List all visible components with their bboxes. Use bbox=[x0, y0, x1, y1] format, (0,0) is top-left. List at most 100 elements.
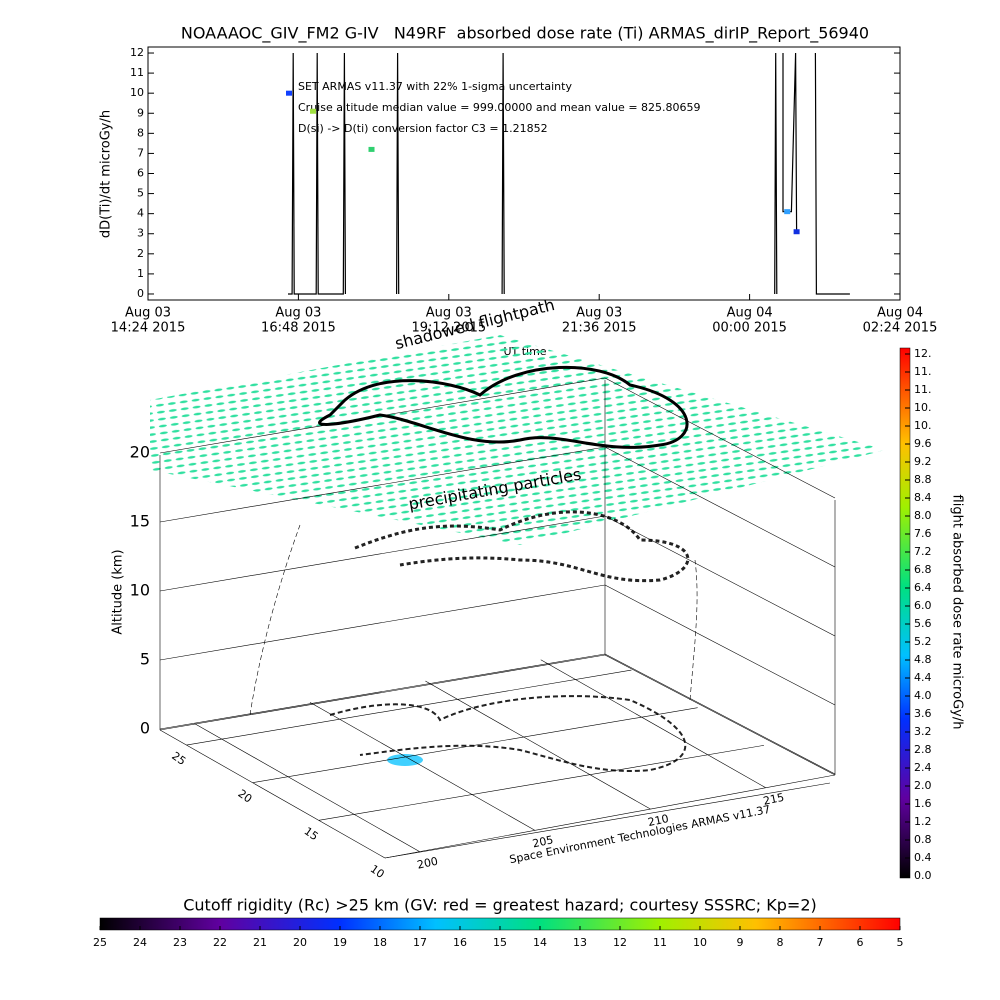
data-point bbox=[368, 146, 375, 152]
colorbar-tick-label: 23 bbox=[173, 936, 187, 949]
series-line bbox=[814, 52, 850, 295]
y-grid bbox=[186, 669, 632, 746]
data-point bbox=[793, 229, 800, 235]
z-grid bbox=[604, 515, 836, 637]
axis-edge bbox=[604, 654, 836, 776]
z-grid bbox=[159, 377, 606, 454]
y-grid bbox=[252, 707, 698, 784]
colorbar-tick-label: 11. bbox=[914, 383, 932, 396]
flight-path bbox=[354, 510, 690, 583]
colorbar-tick-label: 10. bbox=[914, 419, 932, 432]
colorbar-tick-label: 5 bbox=[897, 936, 904, 949]
colorbar-tick-label: 9.2 bbox=[914, 455, 932, 468]
z-tick-label: 5 bbox=[140, 650, 150, 669]
x-grid bbox=[194, 723, 420, 852]
dose-colorbar bbox=[899, 347, 911, 879]
y-tick-label: 9 bbox=[137, 106, 144, 119]
data-point bbox=[784, 209, 791, 215]
colorbar-tick-label: 11. bbox=[914, 365, 932, 378]
shadowed-path bbox=[318, 365, 689, 449]
x-tick-label: 00:00 2015 bbox=[712, 321, 787, 336]
series-line bbox=[501, 52, 505, 295]
3d-plot: Altitude (km) shadowed flightpath precip… bbox=[111, 295, 885, 881]
x-tick-label: 16:48 2015 bbox=[261, 321, 336, 336]
x-tick-label: Aug 03 bbox=[576, 306, 622, 321]
x-tick-label: 215 bbox=[762, 791, 785, 808]
drop-lines bbox=[249, 524, 698, 716]
y-tick-label: 8 bbox=[137, 126, 144, 139]
colorbar-tick-label: 20 bbox=[293, 936, 307, 949]
annotation: D(si) -> D(ti) conversion factor C3 = 1.… bbox=[298, 122, 548, 135]
z-tick-label: 10 bbox=[130, 581, 150, 600]
y-tick-label: 5 bbox=[137, 187, 144, 200]
annotation: Cruise altitude median value = 999.00000… bbox=[298, 101, 701, 114]
colorbar-tick-label: 6 bbox=[857, 936, 864, 949]
data-point bbox=[286, 90, 292, 96]
colorbar-tick-label: 8.8 bbox=[914, 473, 932, 486]
y-tick-label: 4 bbox=[137, 207, 144, 220]
colorbar-label: flight absorbed dose rate microGy/h bbox=[950, 495, 965, 730]
x-tick-label: Aug 04 bbox=[727, 306, 773, 321]
z-tick-label: 15 bbox=[130, 512, 150, 531]
colorbar-tick-label: 11 bbox=[653, 936, 667, 949]
annotation: SET ARMAS v11.37 with 22% 1-sigma uncert… bbox=[298, 80, 572, 93]
colorbar-tick-label: 17 bbox=[413, 936, 427, 949]
colorbar-tick-label: 0.0 bbox=[914, 869, 932, 882]
colorbars: flight absorbed dose rate microGy/h Cuto… bbox=[93, 347, 965, 949]
colorbar-tick-label: 8 bbox=[777, 936, 784, 949]
series-line bbox=[396, 52, 400, 295]
y-tick-label: 3 bbox=[137, 227, 144, 240]
colorbar-tick-label: 10 bbox=[693, 936, 707, 949]
y-tick-label: 20 bbox=[235, 787, 254, 806]
colorbar-tick-label: 1.6 bbox=[914, 797, 932, 810]
colorbar-tick-label: 5.2 bbox=[914, 635, 932, 648]
data-point bbox=[310, 108, 317, 114]
colorbar-tick-label: 7 bbox=[817, 936, 824, 949]
y-tick-label: 10 bbox=[368, 862, 387, 881]
z-tick-label: 20 bbox=[130, 443, 150, 462]
z-grid bbox=[604, 446, 836, 568]
x-tick-label: 02:24 2015 bbox=[863, 321, 938, 336]
blob bbox=[387, 754, 423, 766]
colorbar-tick-label: 4.4 bbox=[914, 671, 932, 684]
colorbar-tick-label: 18 bbox=[373, 936, 387, 949]
x-tick-label: 200 bbox=[416, 855, 439, 872]
x-tick-label: Aug 03 bbox=[275, 306, 321, 321]
colorbar-tick-label: 8.0 bbox=[914, 509, 932, 522]
colorbar-tick-label: 0.4 bbox=[914, 851, 932, 864]
z-grid bbox=[159, 446, 606, 523]
colorbar-tick-label: 25 bbox=[93, 936, 107, 949]
axis-edge bbox=[159, 729, 386, 859]
z-grid bbox=[604, 377, 836, 499]
series-line bbox=[782, 52, 798, 232]
axis-edge bbox=[159, 654, 606, 731]
colorbar-tick-label: 6.8 bbox=[914, 563, 932, 576]
colorbar-tick-label: 10. bbox=[914, 401, 932, 414]
series-line bbox=[288, 52, 346, 295]
colorbar-tick-label: 2.4 bbox=[914, 761, 932, 774]
y-tick-label: 15 bbox=[302, 825, 321, 844]
y-tick-label: 1 bbox=[137, 267, 144, 280]
colorbar-tick-label: 4.0 bbox=[914, 689, 932, 702]
x-tick-label: Aug 03 bbox=[125, 306, 171, 321]
colorbar-tick-label: 4.8 bbox=[914, 653, 932, 666]
y-tick-label: 2 bbox=[137, 247, 144, 260]
x-grid bbox=[425, 680, 651, 810]
colorbar-tick-label: 12. bbox=[914, 347, 932, 360]
z-grid bbox=[159, 584, 606, 661]
z-tick-label: 0 bbox=[140, 719, 150, 738]
colorbar-tick-label: 15 bbox=[493, 936, 507, 949]
x-tick-label: 210 bbox=[647, 812, 670, 829]
colorbar-tick-label: 12 bbox=[613, 936, 627, 949]
x-tick-label: 21:36 2015 bbox=[562, 321, 637, 336]
colorbar-tick-label: 7.6 bbox=[914, 527, 932, 540]
colorbar-tick-label: 13 bbox=[573, 936, 587, 949]
colorbar-tick-label: 24 bbox=[133, 936, 147, 949]
y-tick-label: 11 bbox=[130, 66, 144, 79]
z-grid bbox=[159, 515, 606, 592]
colorbar-tick-label: 6.4 bbox=[914, 581, 932, 594]
y-tick-label: 0 bbox=[137, 287, 144, 300]
y-tick-label: 12 bbox=[130, 46, 144, 59]
z-grid bbox=[604, 653, 836, 775]
